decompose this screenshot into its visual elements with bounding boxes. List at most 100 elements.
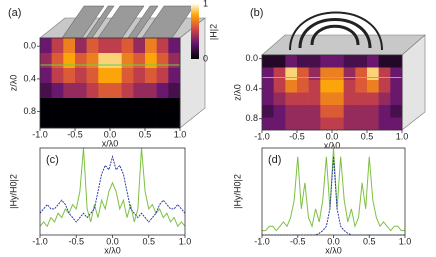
heat-cell [390,92,403,106]
heat-cell [75,53,87,69]
heat-cell [262,80,274,93]
heat-cell [355,105,368,118]
heat-cell [308,80,321,93]
heat-cell [343,117,356,131]
heat-cell [145,68,157,84]
x-tick-label: -1.0 [254,236,270,246]
heat-cell [51,38,64,54]
heat-cell [308,92,321,106]
heat-cell [367,117,379,131]
x-tick-label: -0.5 [289,131,305,141]
colorbar-label: |H|2 [208,24,218,40]
x-tick-label: 0.0 [326,131,339,141]
heat-cell [133,53,146,69]
colorbar [191,4,199,59]
heat-cell [355,80,368,93]
loops [289,11,383,51]
heat-cell [297,67,309,81]
heat-cell [332,67,344,81]
y-axis-label: |Hy/H0|2 [232,174,242,209]
heat-cell [110,68,122,84]
heat-cell [367,55,379,68]
heat-cell [121,113,134,129]
heat-cell [98,38,111,54]
x-tick-label: 0.5 [363,236,376,246]
heat-cell [273,92,286,106]
x-tick-label: 1.0 [399,236,412,246]
heat-cell [156,53,169,69]
heat-cell [51,98,64,114]
x-axis-label: x/λ0 [325,245,342,255]
y-tick-label: 0.4 [245,83,258,93]
heat-cell [156,113,169,129]
series-line [262,156,405,236]
heat-cell [156,38,169,54]
x-tick-label: 1.0 [179,236,192,246]
heat-cell [110,38,122,54]
heat-cell [75,68,87,84]
heat-cell [355,67,368,81]
colorbar-tick-label: 0 [203,53,208,63]
heat-cell [168,83,181,99]
heat-cell [378,117,391,131]
heat-cell [262,55,274,68]
heat-cell [262,67,274,81]
heat-cell [63,38,76,54]
heat-cell [86,98,99,114]
heat-cell [51,68,64,84]
heat-cell [98,53,111,69]
heat-cell [285,55,298,68]
heat-cell [320,55,333,68]
heat-cell [168,68,181,84]
heat-cell [285,67,298,81]
panel-label: (a) [8,7,21,19]
heat-cell [75,83,87,99]
heat-cell [86,53,99,69]
heat-cell [308,117,321,131]
heat-cell [262,105,274,118]
heat-cell [63,83,76,99]
heat-cell [40,68,52,84]
heat-cell [297,55,309,68]
heat-cell [320,80,333,93]
heat-cell [320,117,333,131]
heat-cell [145,113,157,129]
heat-cell [273,80,286,93]
slab-top [261,34,426,56]
y-tick-label: 0.4 [23,73,36,83]
frame [39,147,186,236]
heat-cell [320,92,333,106]
heat-cell [343,67,356,81]
heat-cell [133,83,146,99]
heat-cell [378,55,391,68]
heat-cell [40,38,52,54]
heat-cell [63,68,76,84]
heat-cell [110,53,122,69]
heat-cell [98,113,111,129]
heat-cell [156,83,169,99]
heat-cell [63,98,76,114]
heat-cell [133,113,146,129]
x-tick-label: -1.0 [32,129,48,139]
heat-cell [110,83,122,99]
heat-cell [297,80,309,93]
heat-cell [51,113,64,129]
heat-cell [133,38,146,54]
heat-cell [121,53,134,69]
heat-cell [168,113,181,129]
series-line [39,154,186,223]
heat-cell [320,67,333,81]
heat-cell [285,117,298,131]
heat-cell [121,83,134,99]
heat-cell [332,92,344,106]
heat-cell [390,80,403,93]
x-tick-label: 0.0 [106,236,119,246]
heat-cell [273,67,286,81]
x-tick-label: 0.5 [139,129,152,139]
heat-cell [343,55,356,68]
x-tick-label: -1.0 [254,131,270,141]
x-axis-label: x/λ0 [104,245,121,255]
y-tick-label: 0.0 [245,53,258,63]
heat-cell [367,80,379,93]
